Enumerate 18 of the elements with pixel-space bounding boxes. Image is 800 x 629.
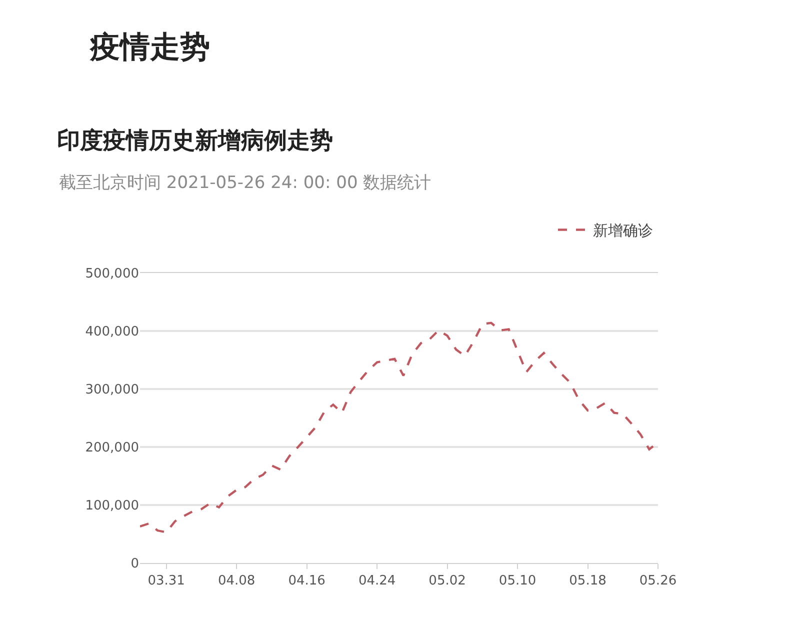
x-tick-label: 05.26 bbox=[639, 574, 677, 589]
y-tick-label: 400,000 bbox=[85, 324, 139, 340]
text: 疫情走势 bbox=[89, 30, 210, 65]
y-tick-label: 500,000 bbox=[85, 266, 139, 282]
x-tick-label: 05.02 bbox=[428, 574, 466, 589]
chart-title: 印度疫情历史新增病例走势 bbox=[57, 127, 333, 154]
chart-subtitle: 截至北京时间 2021-05-26 24: 00: 00 数据统计 bbox=[59, 173, 432, 193]
x-tick-label: 04.08 bbox=[218, 574, 256, 589]
x-tick-label: 04.24 bbox=[358, 574, 396, 589]
x-tick-label: 05.18 bbox=[569, 574, 606, 589]
y-tick-label: 100,000 bbox=[85, 498, 139, 514]
x-tick-label: 03.31 bbox=[148, 574, 185, 589]
x-tick-label: 04.16 bbox=[288, 574, 326, 589]
legend-label: 新增确诊 bbox=[593, 222, 653, 240]
y-tick-label: 300,000 bbox=[85, 382, 139, 398]
y-tick-label: 0 bbox=[130, 556, 139, 572]
x-tick-label: 05.10 bbox=[498, 574, 536, 589]
y-tick-label: 200,000 bbox=[85, 440, 139, 456]
